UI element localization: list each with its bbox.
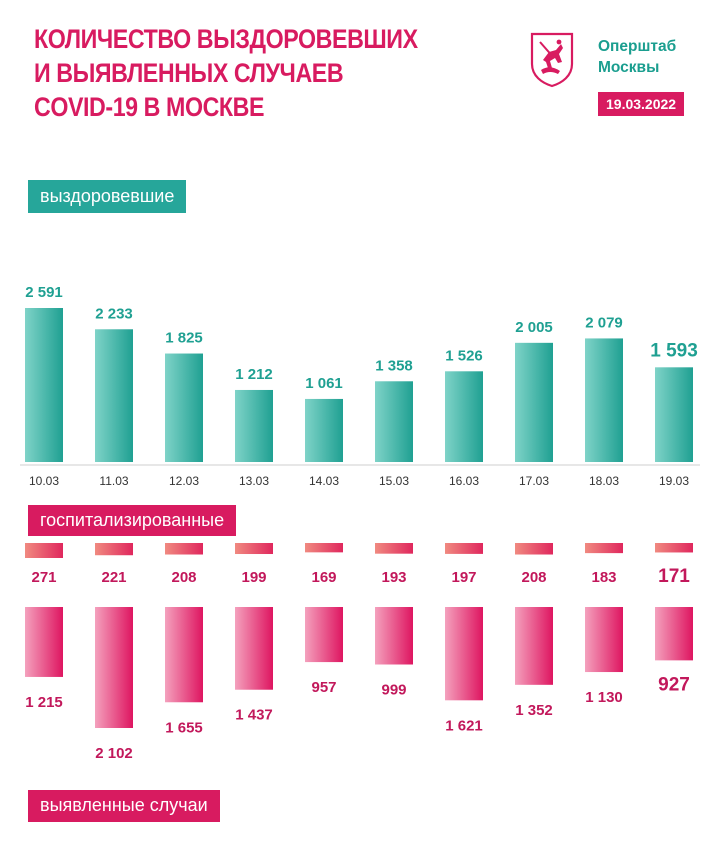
x-tick-label: 17.03 [519,474,549,488]
cases-bar [585,607,623,673]
recovered-bar [305,398,343,462]
x-tick-label: 19.03 [659,474,689,488]
x-tick-label: 10.03 [29,474,59,488]
hospitalized-value-label: 208 [521,569,546,586]
recovered-value-label: 2 079 [585,314,623,331]
hospitalized-bar [375,543,413,554]
hospitalized-bar [235,543,273,555]
date-badge: 19.03.2022 [598,92,685,116]
hospitalized-value-label: 171 [658,566,690,587]
hospitalized-bar [445,543,483,554]
x-tick-label: 13.03 [239,474,269,488]
hospitalized-value-label: 199 [241,569,266,586]
title-line-2: и выявленных случаев [34,58,344,88]
moscow-coat-of-arms-icon [530,32,574,88]
x-tick-label: 11.03 [99,474,128,488]
hospitalized-bar [305,543,343,553]
hospitalized-value-label: 183 [591,569,616,586]
hospitalized-value-label: 193 [381,569,406,586]
cases-value-label: 2 102 [95,745,133,762]
org-line-2: Москвы [598,59,660,76]
recovered-bar [655,367,693,462]
cases-label: выявленные случаи [28,790,220,822]
recovered-bar [95,329,133,462]
cases-value-label: 1 215 [25,694,63,711]
cases-value-label: 957 [311,679,336,696]
recovered-value-label: 2 233 [95,305,133,322]
hospitalized-value-label: 197 [451,569,476,586]
cases-bar [655,607,693,661]
x-tick-label: 18.03 [589,474,619,488]
hospitalized-value-label: 271 [31,569,56,586]
title-line-1: Количество выздоровевших [34,24,418,54]
recovered-value-label: 2 591 [25,284,63,301]
x-tick-label: 16.03 [449,474,479,488]
x-tick-label: 14.03 [309,474,339,488]
recovered-value-label: 1 212 [235,366,273,383]
recovered-bar [585,338,623,462]
cases-value-label: 927 [658,674,690,695]
hospitalized-bar [655,543,693,553]
hospitalized-bar [585,543,623,554]
cases-value-label: 999 [381,682,406,699]
recovered-bar [515,342,553,462]
cases-series: 1 215 2 102 1 655 1 437 957 999 1 621 1 352 1 13… [25,607,693,762]
recovered-value-label: 1 825 [165,330,203,347]
page-title: Количество выздоровевших и выявленных сл… [34,22,418,124]
hospitalized-value-label: 169 [311,569,336,586]
recovered-bar [25,308,63,462]
hospitalized-bar [95,543,133,556]
recovered-value-label: 1 358 [375,357,413,374]
cases-value-label: 1 655 [165,719,203,736]
cases-value-label: 1 130 [585,689,623,706]
recovered-bar [375,381,413,462]
recovered-bar [235,389,273,462]
cases-bar [165,607,203,703]
recovered-label: выздоровевшие [28,180,187,213]
hospitalized-label: госпитализированные [28,505,237,536]
cases-value-label: 1 352 [515,702,553,719]
cases-bar [305,607,343,663]
hospitalized-bar [25,543,63,558]
recovered-value-label: 1 061 [305,375,343,392]
x-tick-label: 15.03 [379,474,409,488]
title-line-3: COVID-19 в Москве [34,92,265,122]
cases-value-label: 1 437 [235,707,273,724]
org-line-1: Оперштаб [598,38,677,55]
recovered-value-label: 2 005 [515,319,553,336]
cases-bar [235,607,273,690]
recovered-value-label: 1 526 [445,347,483,364]
hospitalized-value-label: 208 [171,569,196,586]
recovered-value-label: 1 593 [650,340,698,361]
recovered-series: 2 591 2 233 1 825 1 212 1 061 1 358 1 526 2 005… [25,284,698,462]
cases-bar [515,607,553,685]
org-name: Оперштаб Москвы [598,36,676,78]
recovered-bar [165,353,203,462]
cases-bar [445,607,483,701]
cases-bar [375,607,413,665]
hospitalized-series: 271 221 208 199 169 193 197 208 183 171 [25,543,693,587]
cases-value-label: 1 621 [445,717,483,734]
hospitalized-bar [515,543,553,555]
x-axis: 10.03 11.03 12.03 13.03 14.03 15.03 16.03 17.03… [20,464,700,488]
x-tick-label: 12.03 [169,474,199,488]
hospitalized-bar [165,543,203,555]
recovered-bar [445,371,483,462]
hospitalized-value-label: 221 [101,569,126,586]
cases-bar [25,607,63,677]
cases-bar [95,607,133,728]
